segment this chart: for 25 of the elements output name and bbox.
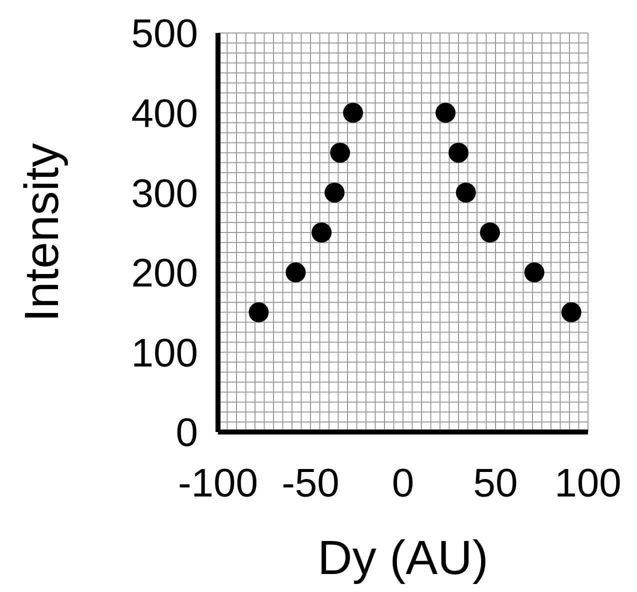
point	[456, 182, 476, 203]
point	[286, 262, 306, 282]
y-tick-label: 200	[131, 252, 198, 296]
point	[524, 262, 544, 282]
point	[324, 182, 345, 203]
point	[448, 142, 468, 163]
point	[343, 102, 364, 123]
x-tick-label: 100	[554, 461, 622, 506]
x-tick-label: 50	[473, 461, 518, 506]
y-tick-label: 300	[131, 172, 198, 216]
x-tick-label: 0	[392, 461, 414, 506]
point	[436, 102, 456, 123]
point	[330, 142, 350, 163]
x-axis-title: Dy (AU)	[318, 532, 488, 585]
y-tick-label: 400	[131, 92, 198, 136]
x-tick-label: -100	[178, 461, 258, 506]
point	[561, 302, 582, 322]
point	[248, 302, 269, 322]
y-axis-title: Intensity	[16, 143, 70, 322]
x-tick-label: -50	[282, 461, 340, 506]
y-tick-label: 100	[131, 331, 198, 376]
y-tick-label: 500	[131, 12, 198, 56]
point	[480, 222, 500, 242]
y-tick-label: 0	[176, 411, 198, 456]
point	[312, 222, 332, 242]
